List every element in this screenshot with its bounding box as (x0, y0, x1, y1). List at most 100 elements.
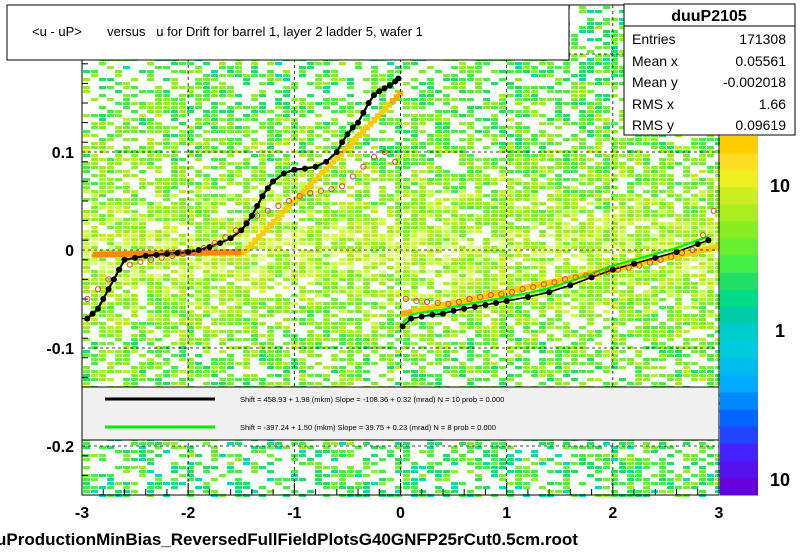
heatmap-cell (651, 234, 658, 237)
heatmap-cell (115, 70, 122, 73)
heatmap-cell (323, 294, 330, 297)
heatmap-cell (123, 174, 130, 177)
heatmap-cell (675, 274, 682, 277)
heatmap-cell (355, 366, 362, 369)
heatmap-cell (691, 174, 698, 177)
heatmap-cell (403, 246, 410, 249)
heatmap-cell (619, 70, 626, 73)
heatmap-cell (435, 262, 442, 265)
heatmap-cell (491, 102, 498, 105)
heatmap-cell (483, 314, 490, 317)
heatmap-cell (699, 298, 706, 301)
heatmap-cell (203, 286, 210, 289)
heatmap-cell (387, 310, 394, 313)
heatmap-cell (619, 258, 626, 261)
heatmap-cell (427, 162, 434, 165)
heatmap-cell (91, 242, 98, 245)
heatmap-cell (107, 242, 114, 245)
heatmap-cell (491, 194, 498, 197)
heatmap-cell (387, 78, 394, 81)
heatmap-cell (139, 354, 146, 357)
heatmap-cell (123, 298, 130, 301)
heatmap-cell (651, 334, 658, 337)
heatmap-cell (675, 262, 682, 265)
heatmap-cell (555, 210, 562, 213)
heatmap-cell (179, 314, 186, 317)
heatmap-cell (699, 266, 706, 269)
heatmap-cell (395, 178, 402, 181)
heatmap-cell (427, 138, 434, 141)
heatmap-cell (323, 330, 330, 333)
heatmap-cell (467, 174, 474, 177)
heatmap-cell (699, 138, 706, 141)
heatmap-cell (571, 234, 578, 237)
heatmap-cell (187, 234, 194, 237)
heatmap-cell (571, 106, 578, 109)
heatmap-cell (275, 282, 282, 285)
heatmap-cell (235, 290, 242, 293)
heatmap-cell (499, 178, 506, 181)
heatmap-cell (539, 62, 546, 65)
heatmap-cell (619, 218, 626, 221)
heatmap-cell (299, 202, 306, 205)
heatmap-cell (115, 222, 122, 225)
heatmap-cell (539, 286, 546, 289)
heatmap-cell (587, 306, 594, 309)
heatmap-cell (299, 286, 306, 289)
heatmap-cell (491, 318, 498, 321)
heatmap-cell (259, 354, 266, 357)
heatmap-cell (347, 286, 354, 289)
heatmap-cell (155, 366, 162, 369)
heatmap-cell (339, 374, 346, 377)
heatmap-cell (539, 74, 546, 77)
heatmap-cell (707, 342, 714, 345)
heatmap-cell (387, 118, 394, 121)
heatmap-cell (163, 334, 170, 337)
heatmap-cell (523, 206, 530, 209)
heatmap-cell (395, 270, 402, 273)
heatmap-cell (435, 238, 442, 241)
heatmap-cell (307, 290, 314, 293)
heatmap-cell (227, 114, 234, 117)
heatmap-cell (699, 206, 706, 209)
heatmap-cell (403, 158, 410, 161)
heatmap-cell (587, 338, 594, 341)
heatmap-cell (659, 166, 666, 169)
heatmap-cell (547, 338, 554, 341)
heatmap-cell (475, 174, 482, 177)
heatmap-cell (275, 262, 282, 265)
heatmap-cell (219, 186, 226, 189)
heatmap-cell (683, 154, 690, 157)
heatmap-cell (99, 94, 106, 97)
heatmap-cell (499, 238, 506, 241)
heatmap-cell (675, 150, 682, 153)
heatmap-cell (491, 162, 498, 165)
heatmap-cell (435, 182, 442, 185)
heatmap-cell (491, 274, 498, 277)
heatmap-cell (427, 234, 434, 237)
heatmap-cell (283, 362, 290, 365)
heatmap-cell (643, 346, 650, 349)
heatmap-cell (115, 158, 122, 161)
heatmap-cell (531, 278, 538, 281)
heatmap-cell (339, 130, 346, 133)
heatmap-cell (187, 258, 194, 261)
heatmap-cell (675, 350, 682, 353)
heatmap-cell (115, 330, 122, 333)
heatmap-cell (131, 94, 138, 97)
heatmap-cell (131, 190, 138, 193)
heatmap-cell (563, 154, 570, 157)
heatmap-cell (163, 242, 170, 245)
heatmap-cell (339, 338, 346, 341)
heatmap-cell (339, 226, 346, 229)
heatmap-cell (547, 326, 554, 329)
heatmap-cell (179, 178, 186, 181)
heatmap-cell (523, 150, 530, 153)
heatmap-cell (251, 170, 258, 173)
heatmap-cell (315, 222, 322, 225)
heatmap-cell (611, 158, 618, 161)
heatmap-cell (691, 302, 698, 305)
heatmap-cell (363, 302, 370, 305)
heatmap-cell (699, 142, 706, 145)
heatmap-cell (411, 354, 418, 357)
